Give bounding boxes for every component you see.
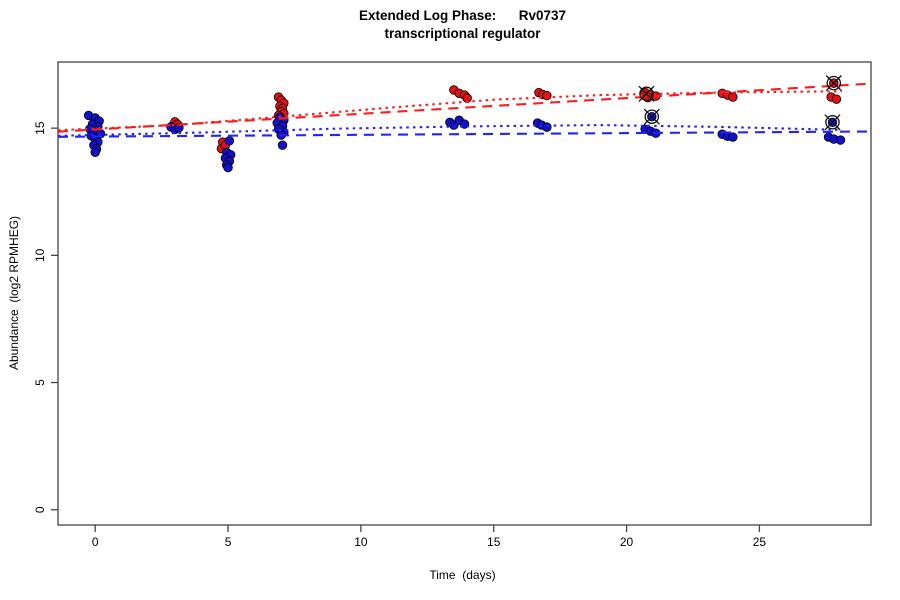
outlier-marker-x [638, 85, 655, 102]
chart-title: Extended Log Phase: Rv0737 transcription… [0, 7, 900, 43]
data-point-blue [90, 147, 100, 158]
blue-curve-fit-line [57, 124, 842, 137]
data-point-blue [728, 132, 738, 142]
x-tick-label: 25 [753, 535, 767, 549]
data-point-blue [224, 136, 235, 146]
red-curve-fit-line [57, 90, 842, 132]
x-tick-label: 10 [354, 535, 368, 549]
y-axis-label: Abundance (log2 RPMHEG) [7, 215, 21, 371]
plot-box [57, 61, 872, 526]
data-point-blue [542, 122, 552, 132]
outlier-marker-x [643, 108, 660, 125]
outlier-marker-circle [826, 75, 842, 91]
x-tick-label: 15 [487, 535, 501, 549]
outlier-marker-circle [639, 86, 654, 102]
data-point-blue [835, 135, 846, 145]
data-point-red [542, 90, 552, 101]
data-point-red [831, 94, 842, 104]
data-point-blue [223, 162, 233, 173]
x-tick-label: 0 [92, 535, 99, 549]
chart-title-line1: Extended Log Phase: Rv0737 [358, 8, 567, 23]
data-point-blue [277, 140, 288, 150]
chart-title-line2: transcriptional regulator [384, 26, 541, 41]
data-point-red [728, 92, 738, 102]
y-tick-label: 15 [33, 121, 47, 135]
x-tick-label: 5 [225, 535, 232, 549]
outlier-marker-circle [644, 109, 660, 124]
x-axis-label: Time (days) [429, 568, 496, 582]
y-tick-label: 5 [33, 379, 47, 386]
outlier-marker-circle [825, 115, 840, 130]
y-tick-label: 10 [33, 248, 47, 262]
x-tick-label: 20 [620, 535, 634, 549]
outlier-marker-x [824, 114, 841, 131]
y-tick-label: 0 [33, 506, 47, 513]
outlier-marker-x [825, 75, 842, 92]
